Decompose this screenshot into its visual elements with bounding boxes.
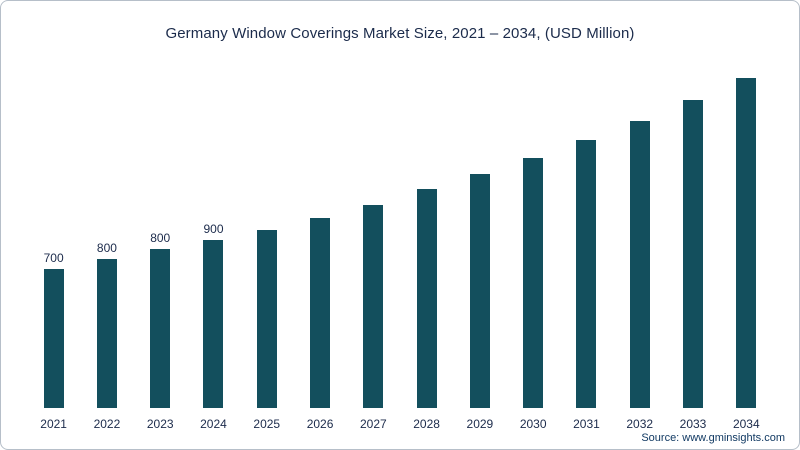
- source-prefix: Source:: [641, 432, 683, 444]
- bar-2032: [629, 121, 650, 408]
- x-axis-label: 2027: [359, 417, 387, 431]
- x-axis-label: 2022: [93, 417, 121, 431]
- bar-2022: [96, 259, 117, 408]
- bar-2024: [203, 240, 224, 408]
- source-link[interactable]: www.gminsights.com: [682, 432, 785, 444]
- bar-group: 2031: [560, 59, 613, 431]
- x-axis-label: 2029: [466, 417, 494, 431]
- bar-value-label: 700: [43, 251, 64, 265]
- bar-2028: [416, 189, 437, 408]
- bar-2023: [150, 249, 171, 408]
- bar-group: 2028: [400, 59, 453, 431]
- bar-group: 2027: [347, 59, 400, 431]
- bar-2021: [43, 269, 64, 408]
- bar-group: 2034: [720, 59, 773, 431]
- bar-2026: [310, 218, 331, 408]
- bar-2027: [363, 205, 384, 408]
- bar-value-label: 900: [203, 222, 224, 236]
- bar-group: 700 2021: [27, 59, 80, 431]
- bar-group: 900 2024: [187, 59, 240, 431]
- bar-2025: [256, 230, 277, 408]
- plot-area: 700 2021 800 2022 800 2023 900 2024 2025 2026 2027…: [27, 59, 773, 431]
- bar-group: 2030: [507, 59, 560, 431]
- bar-value-label: 800: [96, 241, 117, 255]
- bar-2033: [683, 100, 704, 408]
- bar-2029: [469, 174, 490, 408]
- x-axis-label: 2024: [200, 417, 227, 431]
- bar-group: 2026: [293, 59, 346, 431]
- bar-group: 2033: [666, 59, 719, 431]
- x-axis-label: 2033: [679, 417, 707, 431]
- x-axis-label: 2032: [626, 417, 654, 431]
- x-axis-label: 2021: [40, 417, 67, 431]
- bar-value-label: 800: [150, 231, 171, 245]
- x-axis-label: 2034: [732, 417, 760, 431]
- x-axis-label: 2023: [146, 417, 174, 431]
- bar-2031: [576, 140, 597, 408]
- chart-title: Germany Window Coverings Market Size, 20…: [165, 25, 635, 42]
- bar-2030: [523, 158, 544, 408]
- bar-group: 800 2023: [134, 59, 187, 431]
- source-line: Source: www.gminsights.com: [641, 432, 785, 444]
- bar-group: 2029: [453, 59, 506, 431]
- x-axis-label: 2025: [253, 417, 281, 431]
- bar-group: 2025: [240, 59, 293, 431]
- x-axis-label: 2026: [306, 417, 334, 431]
- bar-group: 2032: [613, 59, 666, 431]
- bar-group: 800 2022: [80, 59, 133, 431]
- x-axis-label: 2030: [519, 417, 547, 431]
- x-axis-label: 2028: [413, 417, 440, 431]
- x-axis-label: 2031: [573, 417, 600, 431]
- bar-2034: [736, 78, 757, 408]
